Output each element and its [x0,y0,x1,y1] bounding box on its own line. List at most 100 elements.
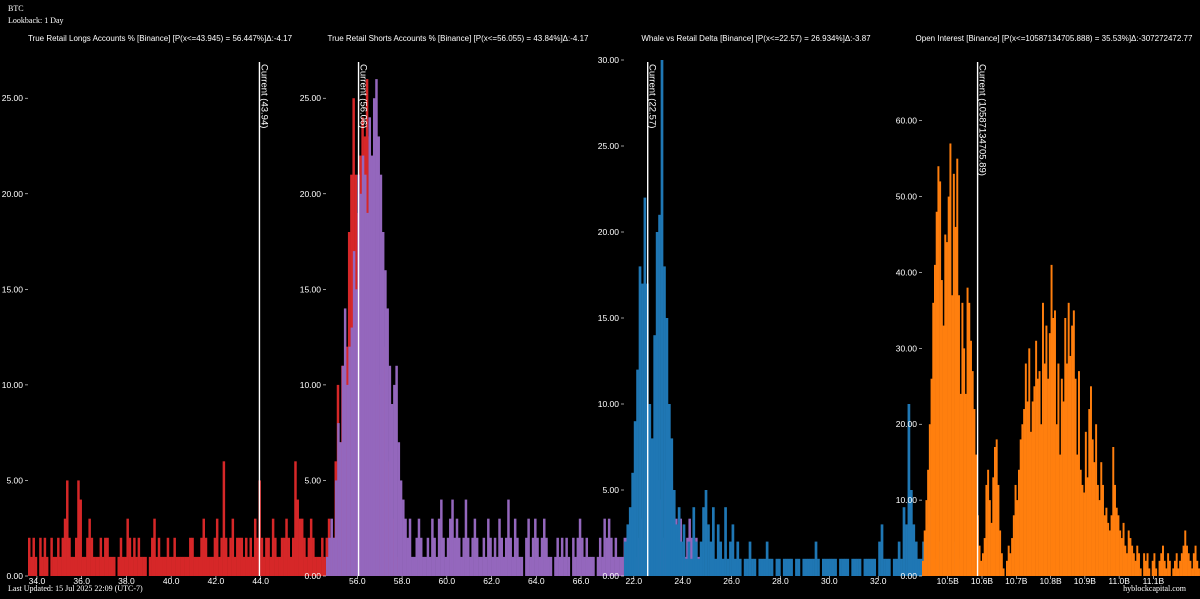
histogram-bar [90,537,94,576]
histogram-bar [994,447,996,576]
histogram-bar [699,541,703,576]
histogram-bar [59,556,62,576]
histogram-bar [1143,553,1146,576]
histogram-bar [52,556,56,576]
histogram-bar [1026,401,1029,576]
histogram-bar [218,556,221,576]
histogram-bar [99,537,103,576]
histogram-bar [1007,545,1010,576]
histogram-bar [408,518,412,576]
histogram-bar [870,558,874,576]
histogram-bar [444,556,448,576]
y-tick-label: 20.00 [896,419,918,429]
histogram-bar [1036,378,1039,576]
histogram-bar [1071,325,1074,576]
histogram-bar [748,541,752,576]
x-tick-label: 11.0B [1108,576,1130,586]
histogram-bar [285,518,288,576]
histogram-bar [1160,553,1163,576]
histogram-bar [1054,310,1056,576]
histogram-bar [332,537,336,576]
histogram-bar [1048,333,1051,576]
x-tick-label: 40.0 [163,576,180,586]
histogram-bar [807,558,811,576]
histogram-bar [289,556,293,576]
histogram-bar [334,480,338,576]
histogram-bar [949,143,952,576]
histogram-bar [417,518,421,576]
histogram-bar [812,558,815,576]
histogram-bar [760,558,764,576]
histogram-bar [1110,515,1113,576]
histogram-bar [1055,424,1058,576]
histogram-bar [204,537,208,576]
histogram-bar [440,499,443,576]
histogram-bar [1148,568,1151,576]
histogram-bar [148,556,152,576]
y-tick-label: 0.00 [6,571,23,581]
histogram-bar [934,264,936,576]
histogram-bar [961,302,964,576]
histogram-bar [952,173,955,576]
histogram-bar [987,469,990,576]
histogram-bar [724,507,727,576]
histogram-bar [866,558,869,576]
histogram-bar [1066,363,1068,576]
current-value-label: Current (43.94) [258,64,269,128]
histogram-bar [50,537,53,576]
chart-title: True Retail Shorts Accounts % [Binance] … [328,34,590,43]
histogram-bar [209,556,212,576]
histogram-bar [702,507,705,576]
histogram-bar [1030,431,1032,576]
histogram-bar [1180,553,1183,576]
histogram-bar [540,537,544,576]
histogram-bar [686,537,689,576]
histogram-bar [1043,363,1046,576]
histogram-bar [326,556,329,576]
histogram-bar [139,556,143,576]
histogram-bar [917,558,921,576]
chart-panel-4: Open Interest [Binance] [P(x<=1058713470… [896,34,1200,586]
histogram-bar [442,537,445,576]
histogram-bar [473,518,477,576]
y-tick-label: 5.00 [602,485,619,495]
histogram-bar [484,556,488,576]
histogram-bar [770,558,774,576]
histogram-bar [222,461,226,576]
histogram-bar [1103,515,1106,576]
histogram-bar [1146,553,1149,576]
histogram-bar [1000,553,1003,576]
histogram-bar [63,518,67,576]
histogram-bar [1016,500,1019,576]
x-tick-label: 66.0 [573,576,590,586]
histogram-bar [1024,363,1027,576]
histogram-bar [471,537,474,576]
histogram-bar [585,537,589,576]
histogram-bar [274,537,277,576]
y-tick-label: 40.00 [896,267,918,277]
y-tick-label: 60.00 [896,116,918,126]
histogram-bar [224,537,228,576]
histogram-bar [406,537,410,576]
histogram-bar [34,556,38,576]
histogram-bar [487,518,490,576]
histogram-bar [726,558,730,576]
histogram-bar [61,537,65,576]
histogram-bar [372,98,376,576]
histogram-bar [77,480,80,576]
histogram-bar [245,537,248,576]
histogram-bar [126,518,129,576]
histogram-bar [1127,530,1130,576]
histogram-bar [687,541,691,576]
histogram-bar [531,537,535,576]
histogram-bar [466,537,470,576]
histogram-bar [236,537,239,576]
histogram-bar [144,556,147,576]
y-tick-label: 30.00 [598,55,620,65]
histogram-bar [45,556,49,576]
histogram-bar [1047,378,1050,576]
histogram-bar [543,518,546,576]
histogram-bar [809,558,813,576]
histogram-bar [1108,530,1111,576]
histogram-bar [1107,522,1110,576]
